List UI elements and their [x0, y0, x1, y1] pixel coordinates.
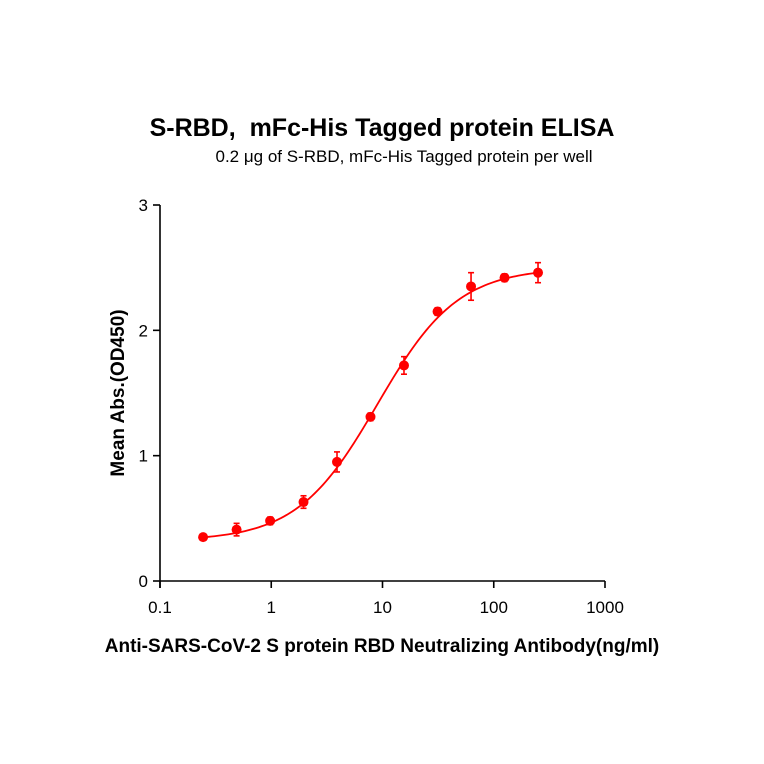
y-axis-label: Mean Abs.(OD450) — [108, 309, 129, 476]
x-tick-label: 1000 — [586, 598, 624, 617]
x-axis-label: Anti-SARS-CoV-2 S protein RBD Neutralizi… — [105, 636, 660, 657]
y-tick-label: 2 — [139, 321, 148, 340]
y-tick-label: 0 — [139, 572, 148, 591]
data-point — [332, 456, 343, 467]
data-point — [466, 281, 477, 292]
fit-curve — [203, 271, 539, 539]
x-tick-label: 0.1 — [148, 598, 172, 617]
data-points — [198, 267, 544, 543]
data-point — [365, 411, 376, 422]
data-point — [298, 497, 309, 508]
data-point — [499, 272, 510, 283]
x-tick-label: 100 — [480, 598, 508, 617]
x-tick-label: 1 — [267, 598, 276, 617]
plot-area — [198, 261, 544, 543]
y-tick-label: 1 — [139, 447, 148, 466]
chart-subtitle: 0.2 μg of S-RBD, mFc-His Tagged protein … — [215, 147, 592, 166]
data-point — [398, 360, 409, 371]
data-point — [231, 524, 242, 535]
error-bars — [200, 261, 542, 541]
data-point — [198, 532, 209, 543]
x-tick-label: 10 — [373, 598, 392, 617]
data-point — [533, 267, 544, 278]
x-axis: 0.1 1 10 100 1000 — [148, 580, 624, 617]
y-axis: 0 1 2 3 — [139, 196, 161, 591]
data-point — [432, 306, 443, 317]
y-tick-label: 3 — [139, 196, 148, 215]
data-point — [265, 515, 276, 526]
chart-title: S-RBD, mFc-His Tagged protein ELISA — [150, 114, 615, 142]
